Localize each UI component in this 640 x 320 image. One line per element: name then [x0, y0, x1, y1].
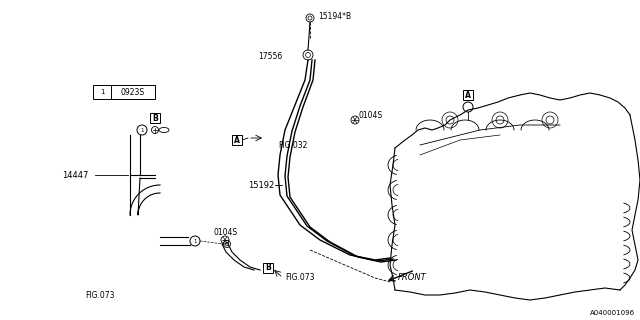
Bar [93, 85, 155, 99]
Text: 0104S: 0104S [213, 228, 237, 236]
Text: 17556: 17556 [258, 52, 282, 60]
Bar [263, 263, 273, 273]
Text: 15192: 15192 [248, 180, 275, 189]
Text: 14447: 14447 [62, 171, 88, 180]
Text: 0104S: 0104S [358, 110, 382, 119]
Text: B: B [265, 263, 271, 273]
Bar [232, 135, 242, 145]
Text: 15194*B: 15194*B [318, 12, 351, 20]
Text: 1: 1 [193, 238, 196, 244]
Text: A: A [234, 135, 240, 145]
Text: B: B [152, 114, 158, 123]
Text: FIG.073: FIG.073 [85, 291, 115, 300]
Text: A040001096: A040001096 [590, 310, 635, 316]
Bar [463, 90, 473, 100]
Text: 1: 1 [100, 89, 104, 95]
Text: FIG.032: FIG.032 [278, 140, 307, 149]
Text: 1: 1 [140, 127, 144, 132]
Bar [150, 113, 160, 123]
Text: 0923S: 0923S [121, 87, 145, 97]
Text: A: A [465, 91, 471, 100]
Text: FRONT: FRONT [398, 274, 427, 283]
Text: FIG.073: FIG.073 [285, 274, 314, 283]
